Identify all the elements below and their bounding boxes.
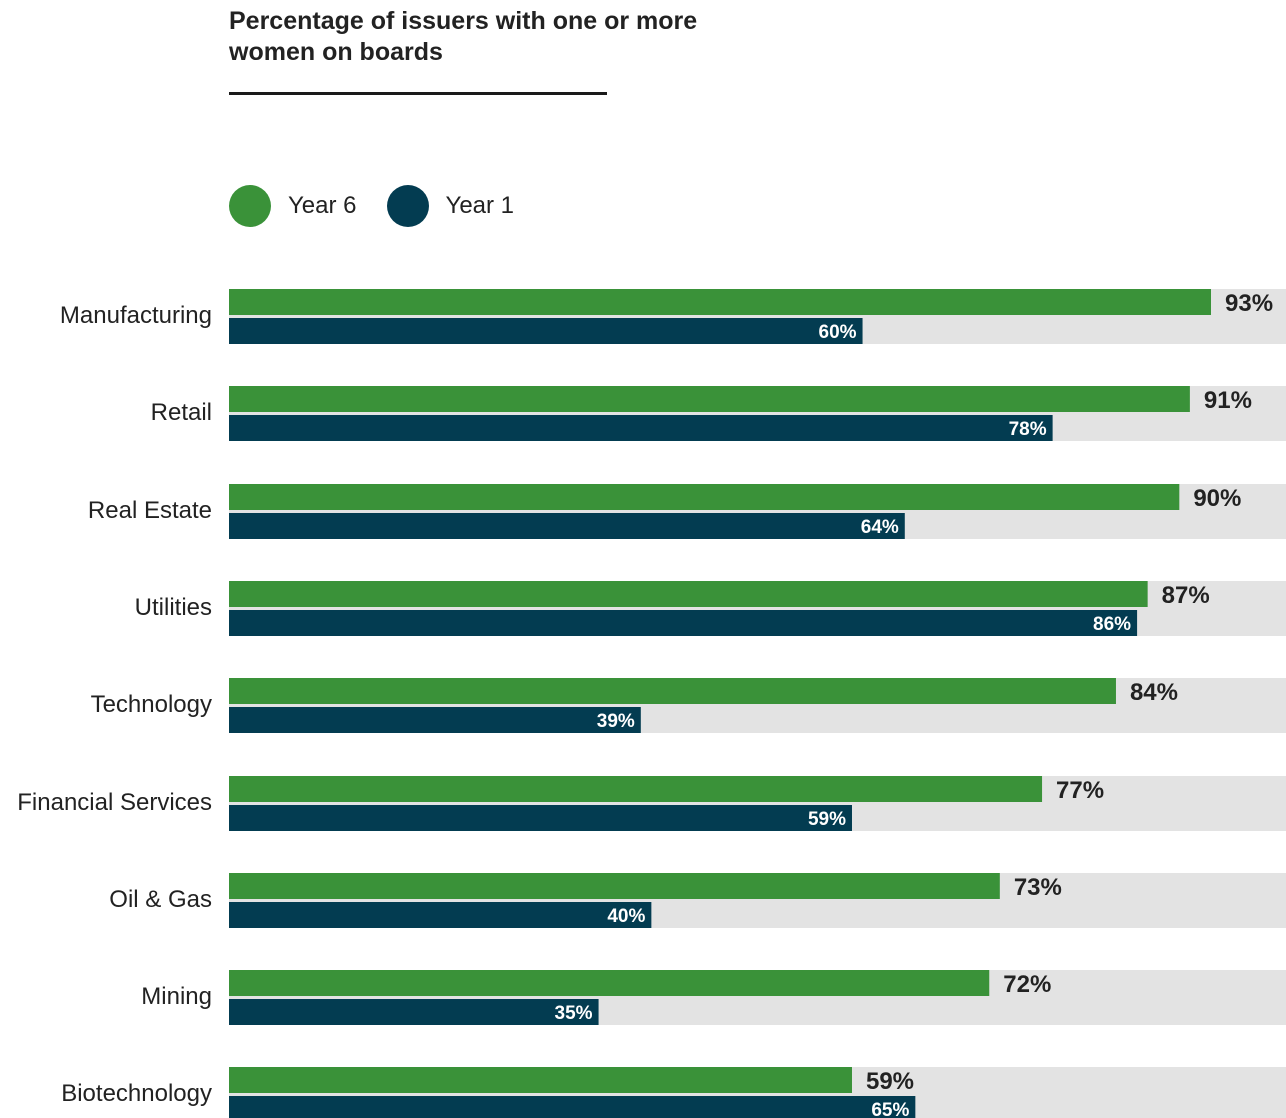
- data-label-year1-oil-and-gas: 40%: [607, 906, 645, 927]
- category-label-manufacturing: Manufacturing: [60, 302, 212, 329]
- bar-year1-oil-and-gas: [229, 902, 652, 928]
- bar-year6-mining: [229, 970, 990, 996]
- bar-year6-utilities: [229, 581, 1148, 607]
- bar-year1-manufacturing: [229, 318, 863, 344]
- legend-item-year1: Year 1: [386, 185, 515, 227]
- bar-year6-real-estate: [229, 484, 1180, 510]
- data-label-year1-mining: 35%: [555, 1003, 593, 1024]
- bar-year6-technology: [229, 678, 1116, 704]
- bar-year1-retail: [229, 415, 1053, 441]
- bar-group-real-estate: Real Estate 90% 64%: [88, 484, 1286, 539]
- bar-group-oil-and-gas: Oil & Gas 73% 40%: [109, 873, 1286, 928]
- data-label-year1-manufacturing: 60%: [819, 322, 857, 343]
- category-label-financial-services: Financial Services: [17, 789, 212, 816]
- bar-year1-mining: [229, 999, 599, 1025]
- legend-swatch-year1: [386, 185, 429, 227]
- bar-year1-real-estate: [229, 513, 905, 539]
- category-label-retail: Retail: [151, 399, 212, 426]
- data-label-year6-mining: 72%: [1003, 971, 1051, 998]
- data-label-year1-biotechnology: 65%: [871, 1100, 909, 1118]
- bar-year6-biotechnology: [229, 1067, 852, 1093]
- bar-year6-retail: [229, 386, 1190, 412]
- bar-year1-utilities: [229, 610, 1138, 636]
- bar-year1-technology: [229, 707, 641, 733]
- chart-legend: Year 6 Year 1: [229, 184, 544, 228]
- title-underline: [229, 92, 607, 95]
- bar-group-mining: Mining 72% 35%: [141, 970, 1286, 1025]
- data-label-year1-utilities: 86%: [1093, 614, 1131, 635]
- bar-year1-financial-services: [229, 805, 852, 831]
- data-label-year6-real-estate: 90%: [1193, 485, 1241, 512]
- bar-year6-manufacturing: [229, 289, 1211, 315]
- bar-group-manufacturing: Manufacturing 93% 60%: [60, 289, 1286, 344]
- data-label-year6-financial-services: 77%: [1056, 777, 1104, 804]
- bar-group-financial-services: Financial Services 77% 59%: [17, 776, 1286, 831]
- data-label-year6-biotechnology: 59%: [866, 1068, 914, 1095]
- category-label-real-estate: Real Estate: [88, 497, 212, 524]
- bar-year6-oil-and-gas: [229, 873, 1000, 899]
- category-label-technology: Technology: [91, 691, 212, 718]
- data-label-year6-oil-and-gas: 73%: [1014, 874, 1062, 901]
- data-label-year1-technology: 39%: [597, 711, 635, 732]
- bar-year6-financial-services: [229, 776, 1043, 802]
- legend-label-year6: Year 6: [288, 192, 357, 219]
- category-label-oil-and-gas: Oil & Gas: [109, 886, 212, 913]
- data-label-year1-financial-services: 59%: [808, 809, 846, 830]
- data-label-year6-retail: 91%: [1204, 387, 1252, 414]
- legend-item-year6: Year 6: [229, 185, 357, 227]
- bar-group-utilities: Utilities 87% 86%: [135, 581, 1286, 636]
- data-label-year1-real-estate: 64%: [861, 517, 899, 538]
- data-label-year6-technology: 84%: [1130, 679, 1178, 706]
- data-label-year6-utilities: 87%: [1162, 582, 1210, 609]
- legend-label-year1: Year 1: [445, 192, 515, 219]
- chart-title: Percentage of issuers with one or more w…: [229, 7, 698, 66]
- bar-year1-biotechnology: [229, 1096, 916, 1118]
- data-label-year1-retail: 78%: [1009, 419, 1047, 440]
- bar-group-biotechnology: Biotechnology 59% 65%: [61, 1067, 1286, 1118]
- bar-group-retail: Retail 91% 78%: [151, 386, 1286, 441]
- category-label-mining: Mining: [141, 983, 212, 1010]
- bar-group-technology: Technology 84% 39%: [91, 678, 1286, 733]
- legend-swatch-year6: [229, 185, 271, 227]
- data-label-year6-manufacturing: 93%: [1225, 290, 1273, 317]
- category-label-biotechnology: Biotechnology: [61, 1080, 212, 1107]
- category-label-utilities: Utilities: [135, 594, 212, 621]
